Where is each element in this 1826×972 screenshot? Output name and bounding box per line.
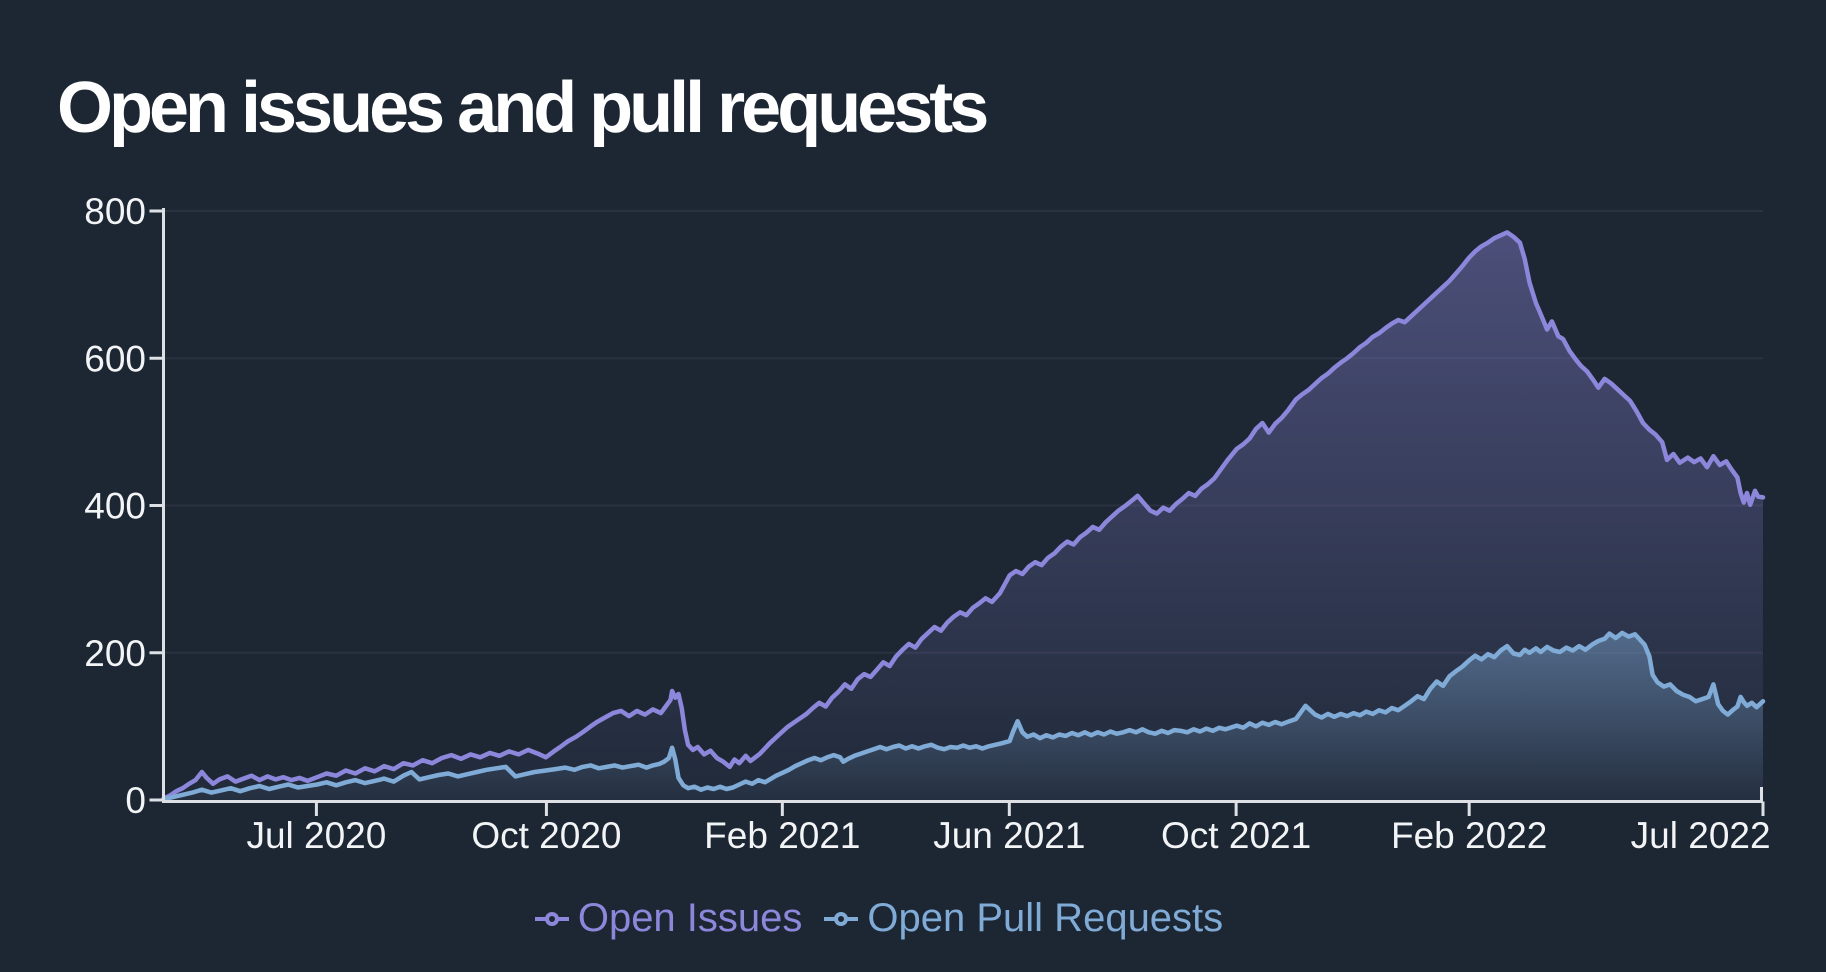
x-tick-label-Feb-2021: Feb 2021 xyxy=(704,815,860,856)
open-pull-requests-line-marker-icon xyxy=(824,911,859,926)
open-pull-requests-area xyxy=(163,632,1763,800)
page-title: Open issues and pull requests xyxy=(57,68,989,149)
open-issues-line-marker-icon xyxy=(534,911,569,926)
x-tick-label-Jun-2021: Jun 2021 xyxy=(933,815,1085,856)
legend-item-open-issues[interactable]: Open Issues xyxy=(534,896,803,941)
x-tick-label-Oct-2021: Oct 2021 xyxy=(1161,815,1311,856)
legend-label-open-pull-requests: Open Pull Requests xyxy=(867,896,1224,940)
x-tick-label-Oct-2020: Oct 2020 xyxy=(471,815,621,856)
y-tick-label-400: 400 xyxy=(84,486,146,527)
axis-label-layer: 0 200 400 600 800 Jul 2020 Oct 2020 Feb 2021 Jun… xyxy=(84,191,1770,856)
y-tick-label-800: 800 xyxy=(84,191,146,232)
x-tick-label-Jul-2020: Jul 2020 xyxy=(246,815,386,856)
series-line-layer xyxy=(161,230,1766,802)
axis-layer xyxy=(149,208,1765,816)
open-issues-line[interactable] xyxy=(161,230,1766,801)
legend: Open Issues Open Pull Requests xyxy=(0,896,1758,941)
x-tick-label-Feb-2022: Feb 2022 xyxy=(1391,815,1547,856)
open-pull-requests-line[interactable] xyxy=(161,630,1766,802)
series-fill-layer xyxy=(163,232,1763,800)
x-tick-label-Jul-2022: Jul 2022 xyxy=(1631,815,1771,856)
y-tick-label-600: 600 xyxy=(84,338,146,379)
y-tick-label-200: 200 xyxy=(84,633,146,674)
legend-label-open-issues: Open Issues xyxy=(577,896,803,940)
legend-item-open-pull-requests[interactable]: Open Pull Requests xyxy=(824,896,1223,941)
open-issues-area xyxy=(163,232,1763,800)
y-tick-label-0: 0 xyxy=(125,780,146,821)
